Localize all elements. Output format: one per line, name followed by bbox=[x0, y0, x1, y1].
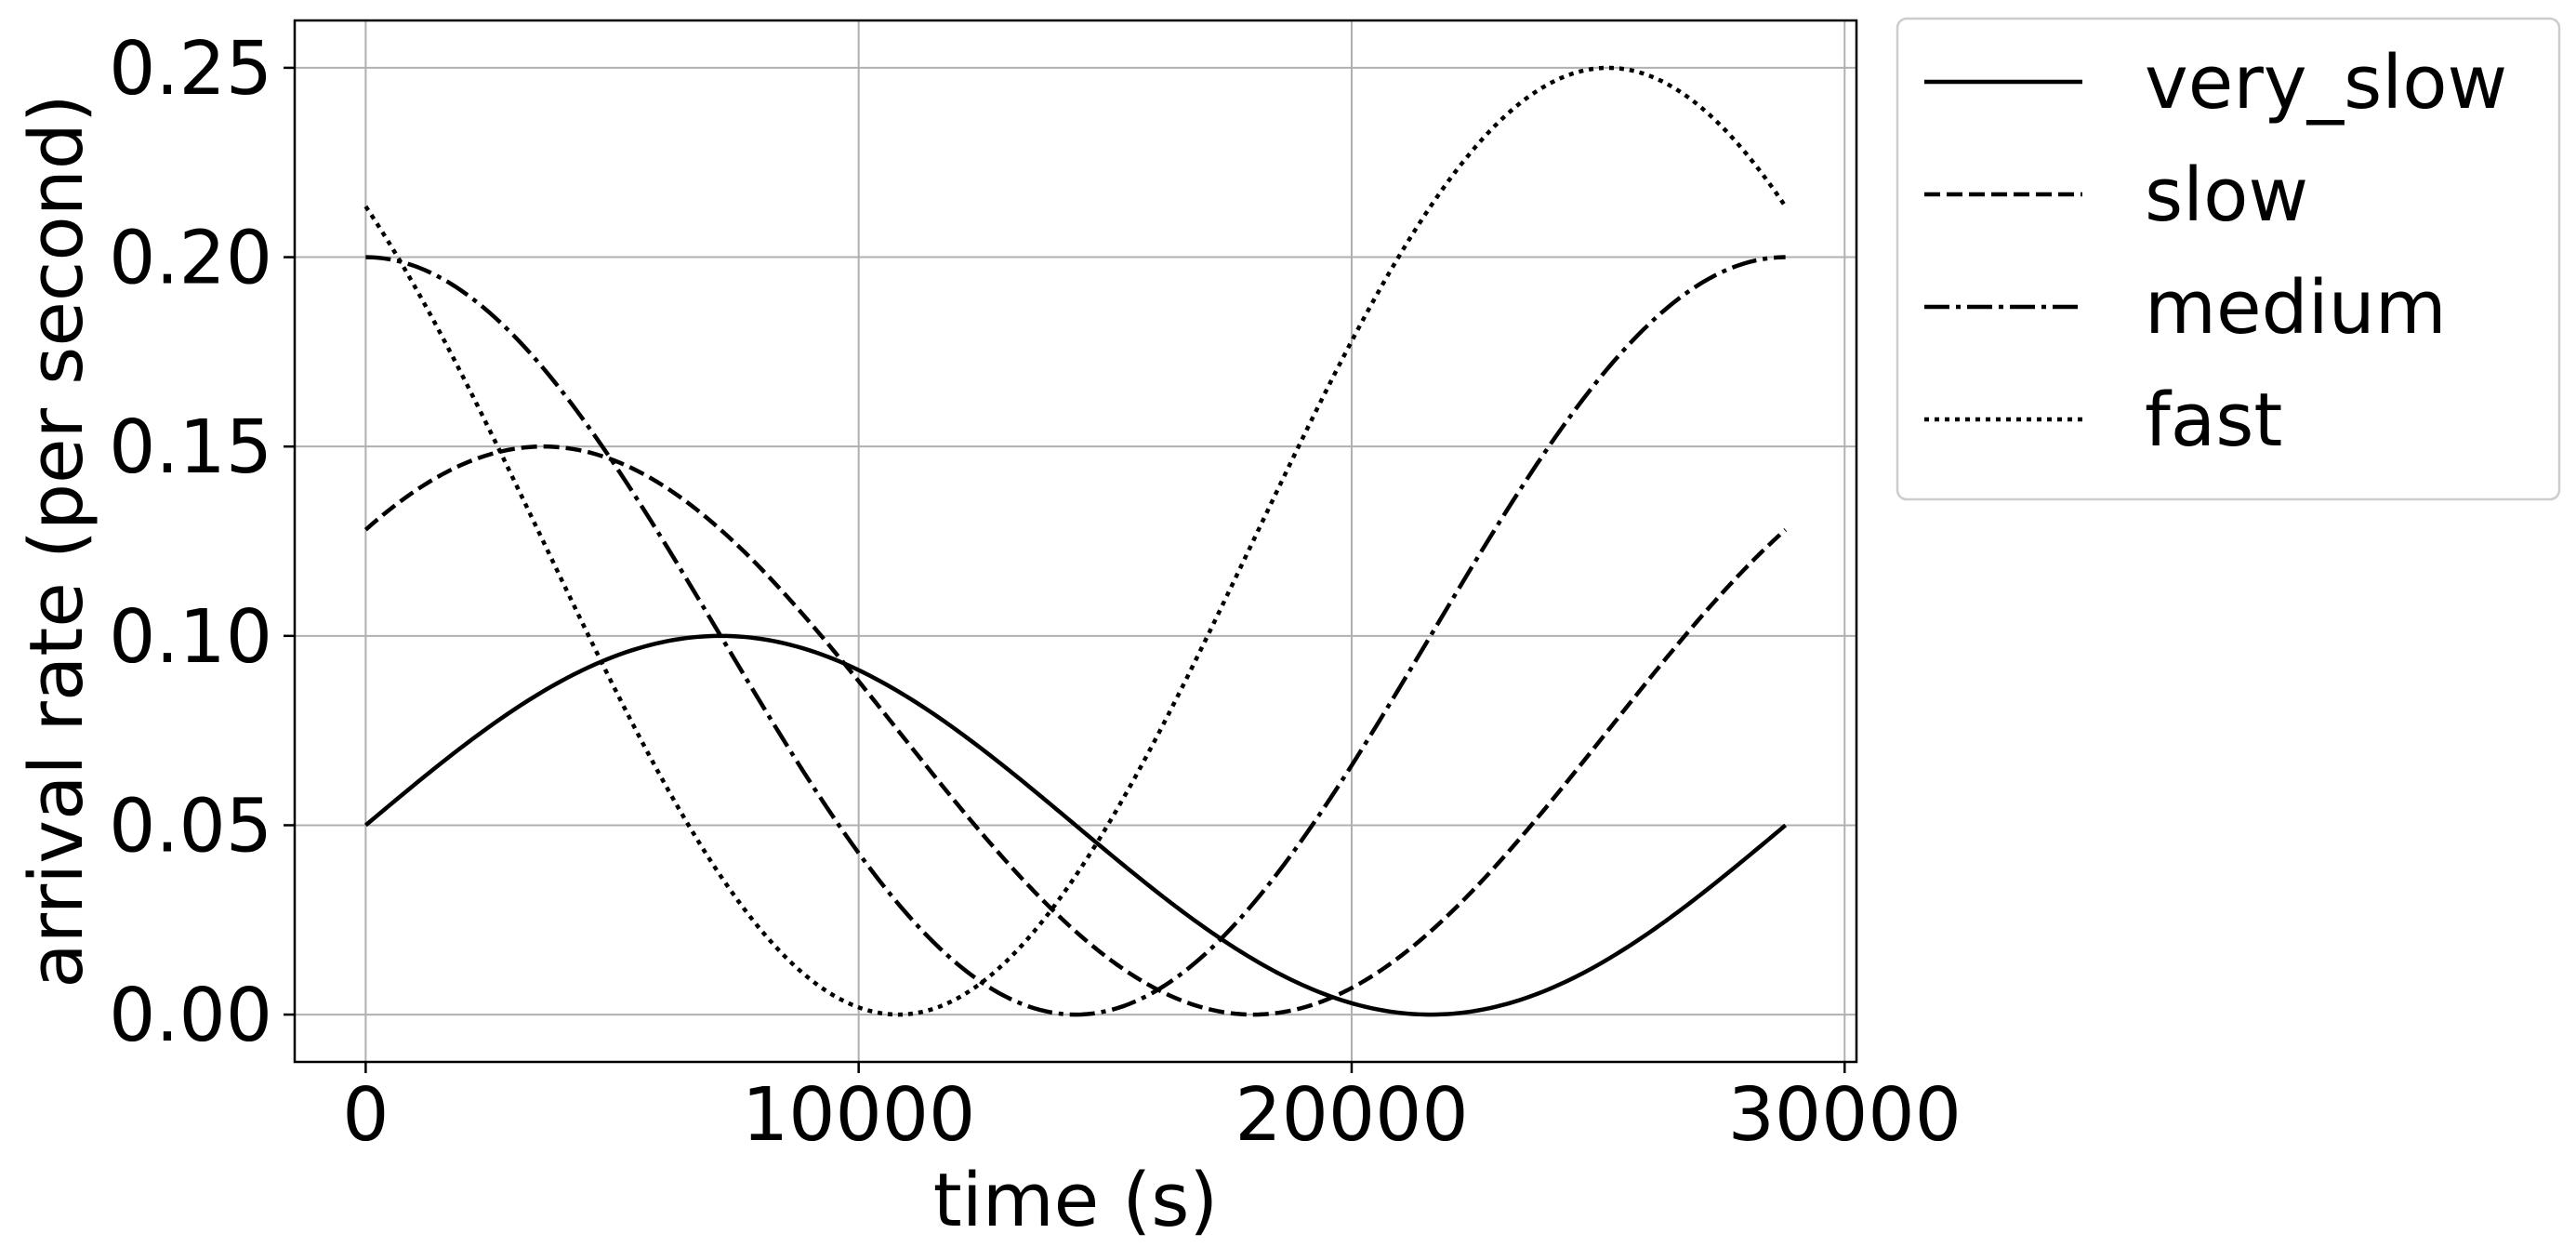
y-tick-label: 0.10 bbox=[109, 594, 272, 680]
y-tick-label: 0.00 bbox=[109, 973, 272, 1058]
y-tick-label: 0.25 bbox=[109, 26, 272, 112]
series-line-medium bbox=[365, 255, 1786, 1017]
y-tick-label: 0.20 bbox=[109, 216, 272, 301]
y-tick-label: 0.15 bbox=[109, 405, 272, 490]
x-axis-label: time (s) bbox=[933, 1158, 1218, 1243]
x-tick-label: 30000 bbox=[1728, 1072, 1962, 1158]
y-tick-label: 0.05 bbox=[109, 783, 272, 869]
series-line-slow bbox=[363, 444, 1788, 1017]
legend-label: medium bbox=[2145, 265, 2447, 351]
x-tick-label: 0 bbox=[342, 1072, 389, 1158]
x-tick-label: 10000 bbox=[742, 1072, 975, 1158]
legend-box bbox=[1896, 17, 2561, 501]
y-axis-label: arrival rate (per second) bbox=[14, 94, 99, 988]
x-tick-label: 20000 bbox=[1235, 1072, 1468, 1158]
ticks: 0 10000 20000 30000 0.00 0.05 0.10 0.15 0.20 0.25 bbox=[109, 26, 1962, 1158]
series-layer bbox=[363, 65, 1788, 1017]
legend-label: fast bbox=[2145, 378, 2282, 463]
plot-area-frame bbox=[293, 19, 1858, 1064]
grid bbox=[295, 20, 1856, 1062]
legend-label: slow bbox=[2145, 153, 2308, 238]
legend-label: very_slow bbox=[2145, 40, 2507, 126]
series-line-fast bbox=[363, 65, 1788, 1017]
